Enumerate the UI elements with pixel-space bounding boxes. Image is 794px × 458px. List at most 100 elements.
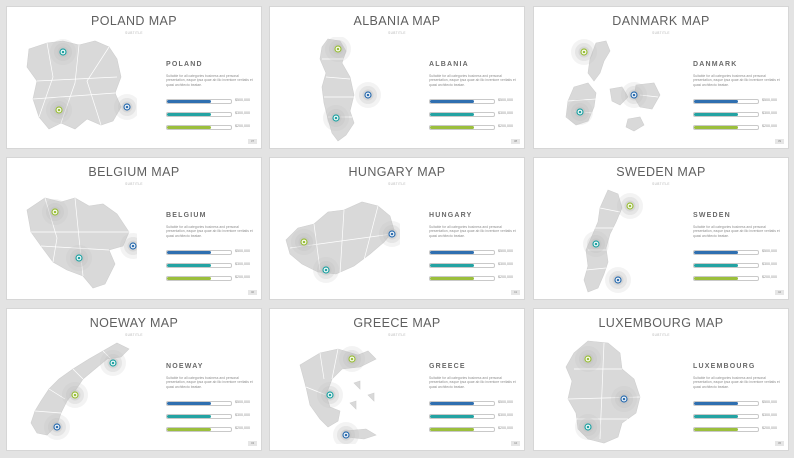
location-marker-icon[interactable]: [571, 39, 597, 65]
progress-value: $200,000: [498, 426, 513, 430]
progress-row: $200,000: [429, 426, 521, 432]
slide-thumbnail[interactable]: ALBANIA MAP SUBTITLE ALBANIA Suitable fo…: [269, 6, 525, 149]
location-marker-icon[interactable]: [611, 386, 637, 412]
slide-subtitle: SUBTITLE: [652, 333, 670, 337]
progress-fill: [694, 402, 738, 405]
progress-row: $500,000: [429, 249, 521, 255]
progress-bar: [429, 401, 495, 406]
slide-title: BELGIUM MAP: [88, 165, 180, 179]
location-marker-icon[interactable]: [313, 257, 339, 283]
location-marker-icon[interactable]: [605, 267, 631, 293]
progress-bar: [429, 99, 495, 104]
region-borders: [289, 205, 393, 275]
country-label: LUXEMBOURG: [693, 363, 756, 370]
location-marker-icon[interactable]: [50, 39, 76, 65]
location-marker-icon[interactable]: [46, 97, 72, 123]
slide-title: HUNGARY MAP: [348, 165, 446, 179]
progress-fill: [694, 100, 738, 103]
slide-subtitle: SUBTITLE: [388, 31, 406, 35]
location-marker-icon[interactable]: [100, 350, 126, 376]
location-marker-icon[interactable]: [575, 414, 601, 440]
progress-value: $300,000: [235, 111, 250, 115]
progress-row: $300,000: [166, 413, 258, 419]
progress-row: $300,000: [166, 111, 258, 117]
location-marker-icon[interactable]: [114, 94, 137, 120]
location-marker-icon[interactable]: [325, 37, 351, 62]
page-number: 44: [511, 441, 520, 446]
progress-row: $500,000: [166, 400, 258, 406]
slide-title: LUXEMBOURG MAP: [598, 316, 724, 330]
progress-value: $300,000: [235, 413, 250, 417]
description-text: Suitable for all categories business and…: [693, 225, 780, 238]
progress-bar: [429, 427, 495, 432]
slide-thumbnail[interactable]: BELGIUM MAP SUBTITLE BELGIUM Suitable fo…: [6, 157, 262, 300]
progress-bar: [693, 427, 759, 432]
slide-subtitle: SUBTITLE: [388, 182, 406, 186]
country-label: GREECE: [429, 363, 466, 370]
location-marker-icon[interactable]: [355, 82, 381, 108]
location-marker-icon[interactable]: [323, 105, 349, 131]
progress-value: $300,000: [498, 111, 513, 115]
country-shape: [583, 189, 623, 293]
progress-row: $200,000: [693, 275, 785, 281]
progress-row: $300,000: [693, 413, 785, 419]
progress-fill: [167, 277, 211, 280]
slide-thumbnail[interactable]: SWEDEN MAP SUBTITLE SWEDEN Suitable for …: [533, 157, 789, 300]
progress-row: $200,000: [693, 426, 785, 432]
location-marker-icon[interactable]: [575, 346, 601, 372]
progress-value: $500,000: [762, 400, 777, 404]
progress-bar: [693, 414, 759, 419]
country-label: NOEWAY: [166, 363, 204, 370]
slide-title: GREECE MAP: [353, 316, 441, 330]
progress-bar: [693, 263, 759, 268]
country-shape: [285, 201, 395, 275]
region-borders: [585, 207, 621, 271]
location-marker-icon[interactable]: [583, 231, 609, 257]
slide-thumbnail[interactable]: HUNGARY MAP SUBTITLE HUNGARY Suitable fo…: [269, 157, 525, 300]
slide-thumbnail[interactable]: POLAND MAP SUBTITLE POLAND Suitable for …: [6, 6, 262, 149]
page-number: 43: [248, 441, 257, 446]
country-map: [299, 346, 377, 444]
location-marker-icon[interactable]: [66, 245, 92, 271]
progress-fill: [430, 402, 474, 405]
progress-fill: [694, 428, 738, 431]
progress-row: $300,000: [429, 111, 521, 117]
progress-value: $500,000: [498, 249, 513, 253]
slide-thumbnail[interactable]: DANMARK MAP SUBTITLE DANMARK Suitable fo…: [533, 6, 789, 149]
country-label: ALBANIA: [429, 61, 469, 68]
slide-title: POLAND MAP: [91, 14, 177, 28]
location-marker-icon[interactable]: [44, 414, 70, 440]
location-marker-icon[interactable]: [567, 99, 593, 125]
location-marker-icon[interactable]: [379, 221, 400, 247]
country-shape: [565, 40, 661, 132]
progress-value: $200,000: [762, 275, 777, 279]
progress-bar: [166, 414, 232, 419]
location-marker-icon[interactable]: [62, 382, 88, 408]
location-marker-icon[interactable]: [120, 233, 137, 259]
progress-bar: [693, 401, 759, 406]
progress-row: $300,000: [693, 111, 785, 117]
progress-fill: [430, 100, 474, 103]
slide-thumbnail[interactable]: LUXEMBOURG MAP SUBTITLE LUXEMBOURG Suita…: [533, 308, 789, 451]
progress-value: $300,000: [762, 262, 777, 266]
country-map: [26, 39, 137, 130]
progress-fill: [430, 113, 474, 116]
progress-value: $200,000: [762, 426, 777, 430]
location-marker-icon[interactable]: [621, 82, 647, 108]
progress-value: $500,000: [762, 249, 777, 253]
location-marker-icon[interactable]: [291, 229, 317, 255]
description-text: Suitable for all categories business and…: [166, 225, 253, 238]
progress-fill: [430, 126, 474, 129]
slide-subtitle: SUBTITLE: [125, 333, 143, 337]
progress-row: $200,000: [166, 426, 258, 432]
progress-fill: [167, 100, 211, 103]
slide-title: ALBANIA MAP: [353, 14, 441, 28]
location-marker-icon[interactable]: [333, 422, 359, 444]
slide-thumbnail[interactable]: GREECE MAP SUBTITLE GREECE Suitable for …: [269, 308, 525, 451]
location-marker-icon[interactable]: [339, 346, 365, 372]
location-marker-icon[interactable]: [617, 193, 643, 219]
location-marker-icon[interactable]: [42, 199, 68, 225]
location-marker-icon[interactable]: [317, 382, 343, 408]
country-label: BELGIUM: [166, 212, 207, 219]
slide-thumbnail[interactable]: NOEWAY MAP SUBTITLE NOEWAY Suitable for …: [6, 308, 262, 451]
